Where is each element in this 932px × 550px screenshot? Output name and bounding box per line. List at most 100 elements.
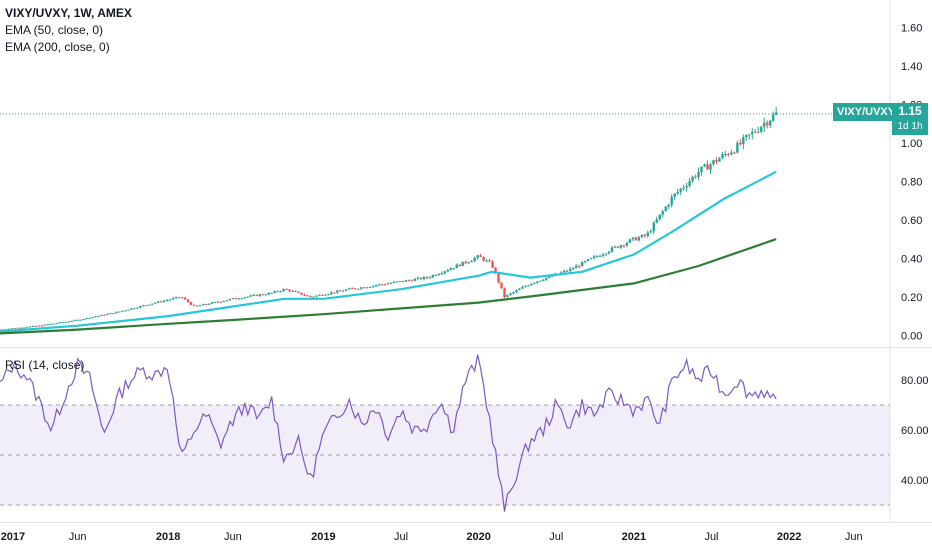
candle-body xyxy=(697,171,700,177)
candle-body xyxy=(22,327,26,329)
candle-body xyxy=(16,327,20,329)
candle-body xyxy=(171,298,175,300)
symbol-price-tag: VIXY/UVXY xyxy=(833,103,900,121)
candle-body xyxy=(264,294,267,296)
candle-body xyxy=(401,280,405,282)
candle-body xyxy=(34,325,38,327)
candle-body xyxy=(521,286,524,289)
candle-body xyxy=(428,277,432,279)
ema50-legend[interactable]: EMA (50, close, 0) xyxy=(5,23,104,37)
candle-body xyxy=(488,260,491,262)
candle-body xyxy=(246,296,249,298)
candle-body xyxy=(449,268,452,271)
ema200-legend[interactable]: EMA (200, close, 0) xyxy=(5,40,110,54)
candle-body xyxy=(28,326,32,328)
time-tick-label: 2020 xyxy=(466,531,490,543)
candle-body xyxy=(377,284,381,286)
candle-body xyxy=(49,323,52,325)
candle-body xyxy=(464,261,467,264)
candle-body xyxy=(497,273,500,283)
candle-body xyxy=(712,160,715,165)
candle-body xyxy=(231,298,235,300)
candle-body xyxy=(398,280,402,282)
candle-body xyxy=(142,305,145,307)
candle-body xyxy=(303,294,306,296)
symbol-title[interactable]: VIXY/UVXY, 1W, AMEX xyxy=(5,6,132,20)
candle-body xyxy=(10,328,14,330)
price-tick-label: 0.60 xyxy=(901,215,922,227)
candle-body xyxy=(739,142,742,145)
candle-body xyxy=(109,313,112,315)
candle-body xyxy=(676,191,679,194)
candle-body xyxy=(7,328,11,330)
candle-body xyxy=(88,317,91,319)
candle-body xyxy=(571,268,575,270)
candle-body xyxy=(386,283,390,285)
candle-body xyxy=(613,246,617,248)
candle-body xyxy=(249,295,252,297)
candle-body xyxy=(655,219,658,223)
candle-body xyxy=(425,276,429,278)
candle-body xyxy=(118,311,121,313)
candle-body xyxy=(330,292,333,295)
rsi-line xyxy=(0,354,777,512)
candle-body xyxy=(440,273,444,275)
candle-body xyxy=(530,283,533,286)
candle-body xyxy=(70,321,73,323)
candle-body xyxy=(524,286,527,288)
candle-body xyxy=(583,261,587,263)
candle-body xyxy=(718,158,721,162)
price-tick-label: 1.00 xyxy=(901,138,922,150)
candle-body xyxy=(255,294,258,296)
price-tick-label: 0.00 xyxy=(901,330,922,342)
candle-body xyxy=(67,321,70,323)
rsi-tick-label: 40.00 xyxy=(901,475,929,487)
candle-body xyxy=(742,137,745,145)
candle-body xyxy=(85,318,88,320)
candle-body xyxy=(106,313,109,315)
rsi-tick-label: 80.00 xyxy=(901,375,929,387)
rsi-legend-label[interactable]: RSI (14, close) xyxy=(5,358,85,372)
time-tick-label: Jun xyxy=(69,531,87,543)
candle-body xyxy=(91,317,94,319)
candle-body xyxy=(751,131,754,135)
candle-body xyxy=(342,290,345,292)
time-tick-label: Jul xyxy=(549,531,563,543)
candle-body xyxy=(700,166,703,172)
candle-body xyxy=(79,319,82,321)
candle-body xyxy=(222,300,226,302)
candle-body xyxy=(1,329,5,331)
candle-body xyxy=(371,285,375,287)
candle-body xyxy=(601,254,605,257)
candle-body xyxy=(234,298,238,300)
candle-body xyxy=(574,265,578,269)
price-tick-label: 0.20 xyxy=(901,292,922,304)
candle-body xyxy=(297,291,300,293)
candle-body xyxy=(210,302,214,304)
rsi-band xyxy=(0,405,890,505)
candle-body xyxy=(763,122,766,127)
candle-body xyxy=(518,288,521,291)
candle-body xyxy=(312,296,315,298)
candle-body xyxy=(282,288,285,292)
candle-body xyxy=(646,232,649,236)
candle-body xyxy=(461,261,464,267)
candle-body xyxy=(446,270,449,272)
candle-body xyxy=(724,153,727,155)
candle-body xyxy=(771,114,775,121)
last-price-value: 1.15 xyxy=(898,104,922,118)
candle-body xyxy=(300,292,303,295)
candle-body xyxy=(127,309,130,311)
candle-body xyxy=(201,304,205,306)
time-tick-label: 2018 xyxy=(156,531,180,543)
ema50-line xyxy=(0,170,777,333)
candle-body xyxy=(419,277,423,280)
candle-body xyxy=(240,298,244,300)
candle-body xyxy=(545,277,548,280)
candle-body xyxy=(652,222,655,232)
candle-body xyxy=(479,255,482,258)
candle-body xyxy=(219,301,223,303)
candle-body xyxy=(595,256,599,258)
candle-body xyxy=(360,287,363,289)
